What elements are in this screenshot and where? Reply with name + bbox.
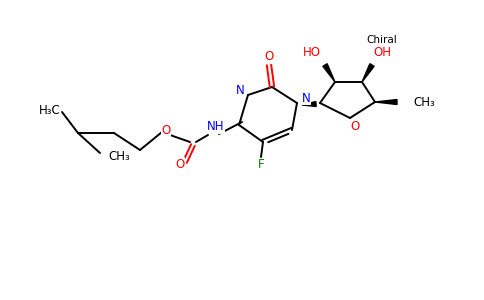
Text: O: O [161, 124, 171, 137]
Polygon shape [302, 101, 316, 106]
Polygon shape [362, 64, 374, 82]
Text: O: O [264, 50, 273, 62]
Text: Chiral: Chiral [366, 35, 397, 45]
Text: N: N [236, 83, 244, 97]
Text: H₃C: H₃C [39, 103, 61, 116]
Polygon shape [375, 100, 397, 104]
Text: O: O [350, 121, 360, 134]
Text: CH₃: CH₃ [108, 151, 130, 164]
Text: HO: HO [303, 46, 321, 59]
Text: OH: OH [373, 46, 391, 59]
Polygon shape [323, 64, 335, 82]
Text: O: O [175, 158, 184, 170]
Text: F: F [257, 158, 264, 172]
Text: N: N [302, 92, 310, 104]
Text: CH₃: CH₃ [413, 95, 435, 109]
Text: NH: NH [207, 121, 225, 134]
